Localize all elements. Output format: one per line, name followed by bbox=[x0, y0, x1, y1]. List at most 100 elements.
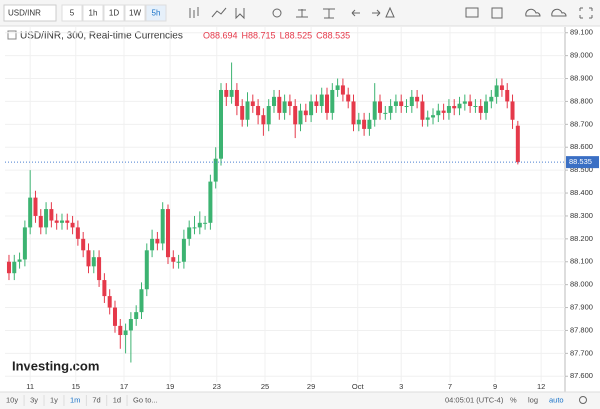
cloud-down-icon[interactable] bbox=[551, 8, 567, 17]
scale-option[interactable]: log bbox=[528, 395, 538, 404]
range-button[interactable]: 3y bbox=[30, 395, 38, 404]
candle-body bbox=[134, 312, 139, 320]
candle-icon[interactable] bbox=[189, 7, 199, 18]
interval-label: 5h bbox=[152, 9, 161, 18]
candle-body bbox=[49, 209, 54, 221]
ohlc-value: H88.715 bbox=[242, 30, 276, 40]
candle-body bbox=[420, 101, 425, 120]
candle-body bbox=[229, 89, 234, 97]
collapse-icon[interactable] bbox=[7, 30, 17, 40]
candle-body bbox=[240, 106, 245, 120]
candle-body bbox=[309, 101, 314, 116]
goto-button[interactable]: Go to... bbox=[133, 395, 158, 404]
candle-body bbox=[218, 89, 223, 159]
candle-body bbox=[102, 280, 107, 297]
candle-body bbox=[367, 119, 372, 129]
compare-icon[interactable] bbox=[296, 9, 308, 18]
range-button[interactable]: 7d bbox=[92, 395, 100, 404]
candle-body bbox=[44, 209, 49, 228]
candle-body bbox=[372, 101, 377, 120]
x-tick-label: 29 bbox=[307, 382, 315, 391]
indicator-icon[interactable] bbox=[211, 7, 227, 18]
candle-body bbox=[86, 250, 91, 267]
interval-label: 1D bbox=[109, 9, 119, 18]
candle-body bbox=[441, 110, 446, 113]
x-tick-label: 25 bbox=[261, 382, 269, 391]
x-tick-label: 19 bbox=[166, 382, 174, 391]
candle-body bbox=[399, 101, 404, 107]
candle-body bbox=[446, 106, 451, 113]
candle-body bbox=[38, 215, 43, 228]
y-tick-label: 88.000 bbox=[570, 280, 593, 289]
fullscreen-icon[interactable] bbox=[579, 7, 593, 19]
draw-icon[interactable] bbox=[235, 8, 245, 20]
color-icon[interactable] bbox=[491, 7, 503, 19]
y-tick-label: 88.200 bbox=[570, 234, 593, 243]
candle-body bbox=[165, 209, 170, 258]
candle-body bbox=[65, 220, 70, 223]
interval-button[interactable] bbox=[82, 4, 104, 22]
candle-body bbox=[17, 259, 22, 262]
candle-body bbox=[203, 222, 208, 224]
candle-body bbox=[484, 101, 489, 113]
alert-icon[interactable] bbox=[385, 6, 395, 18]
range-button[interactable]: 1d bbox=[113, 395, 121, 404]
candle-body bbox=[325, 94, 330, 113]
candle-body bbox=[457, 103, 462, 109]
redo-icon[interactable] bbox=[372, 9, 381, 17]
interval-button[interactable] bbox=[124, 4, 146, 22]
toolbar-icons bbox=[189, 6, 593, 20]
candle-body bbox=[272, 96, 277, 107]
settings-icon[interactable] bbox=[272, 8, 282, 18]
candle-body bbox=[160, 209, 165, 244]
y-tick-label: 87.600 bbox=[570, 371, 593, 380]
footer-bar bbox=[0, 392, 600, 409]
footer-settings-icon[interactable] bbox=[579, 396, 587, 404]
candle-body bbox=[6, 261, 11, 274]
x-tick-label: 12 bbox=[537, 382, 545, 391]
candle-body bbox=[107, 296, 112, 308]
candle-body bbox=[303, 110, 308, 116]
range-button[interactable]: 1m bbox=[70, 395, 80, 404]
y-tick-label: 88.500 bbox=[570, 165, 593, 174]
candle-body bbox=[515, 125, 520, 163]
balance-icon[interactable] bbox=[323, 8, 335, 19]
range-button[interactable]: 1y bbox=[50, 395, 58, 404]
candle-body bbox=[70, 222, 75, 228]
x-tick-label: 23 bbox=[213, 382, 221, 391]
symbol-box[interactable] bbox=[3, 4, 57, 22]
cloud-up-icon[interactable] bbox=[525, 8, 541, 17]
y-tick-label: 87.700 bbox=[570, 348, 593, 357]
y-tick-label: 88.900 bbox=[570, 74, 593, 83]
candle-body bbox=[213, 158, 218, 182]
interval-button[interactable] bbox=[61, 4, 83, 22]
candle-body bbox=[468, 101, 473, 107]
interval-button[interactable] bbox=[103, 4, 125, 22]
undo-icon[interactable] bbox=[351, 9, 360, 17]
candle-body bbox=[81, 238, 86, 251]
symbol: USD/INR bbox=[8, 9, 41, 18]
candle-body bbox=[383, 112, 388, 114]
candle-body bbox=[431, 115, 436, 118]
candle-body bbox=[54, 220, 59, 223]
scale-option[interactable]: % bbox=[510, 395, 517, 404]
candle-body bbox=[425, 117, 430, 120]
candle-body bbox=[346, 94, 351, 102]
scale-option[interactable]: auto bbox=[549, 395, 564, 404]
candle-body bbox=[298, 110, 303, 125]
camera-icon[interactable] bbox=[465, 7, 479, 18]
candle-body bbox=[330, 89, 335, 113]
candle-body bbox=[266, 106, 271, 125]
x-tick-label: 11 bbox=[26, 382, 34, 391]
ohlc-value: L88.525 bbox=[280, 30, 313, 40]
candle-body bbox=[404, 106, 409, 108]
ohlc-value: C88.535 bbox=[316, 30, 350, 40]
candle-body bbox=[256, 106, 261, 116]
interval-button[interactable] bbox=[145, 4, 167, 22]
candle-body bbox=[187, 227, 192, 239]
y-tick-label: 87.800 bbox=[570, 325, 593, 334]
candle-body bbox=[494, 85, 499, 97]
range-button[interactable]: 10y bbox=[6, 395, 18, 404]
